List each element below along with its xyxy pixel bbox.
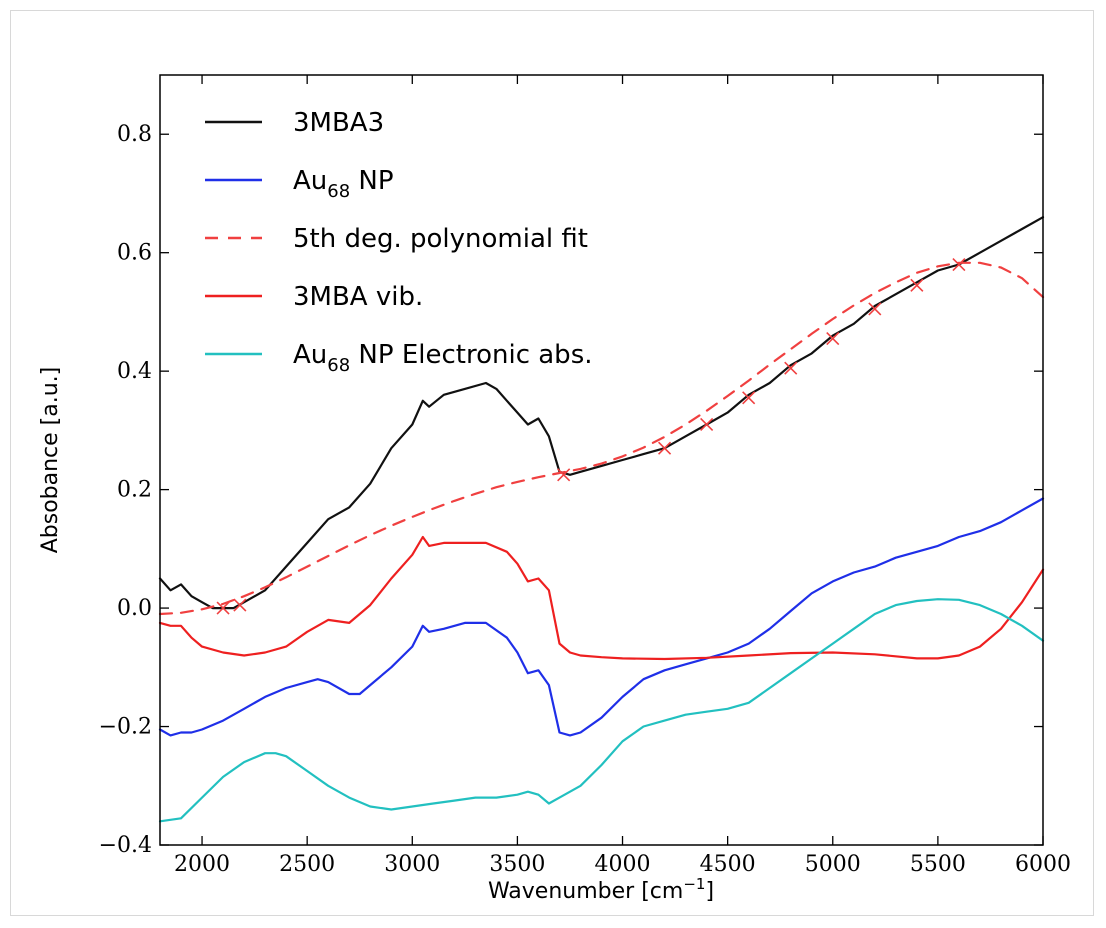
fit-point-marker [742, 391, 756, 405]
legend-label-main: 5th deg. polynomial fit [293, 224, 588, 254]
legend-label-main: Au [293, 166, 327, 196]
x-tick-label: 5500 [910, 852, 966, 877]
x-tick-label: 4500 [700, 852, 756, 877]
fit-point-marker [952, 257, 966, 272]
fit-point-marker [784, 361, 798, 375]
chart-frame [10, 10, 1094, 916]
series-line-au68-np-electronic-abs- [158, 598, 1045, 823]
series-line-5th-deg-polynomial-fit [158, 261, 1045, 616]
fit-point-marker [910, 278, 924, 292]
legend-label: Au68 NP Electronic abs. [293, 340, 593, 376]
legend-item: Au68 NP [205, 166, 394, 202]
legend-label-main: 3MBA3 [293, 108, 384, 138]
series-layer [158, 216, 1045, 823]
legend-label: 3MBA3 [293, 108, 384, 138]
x-tick-label: 2000 [174, 852, 230, 877]
y-tick-label: −0.2 [99, 715, 152, 740]
legend-label-subscript: 68 [327, 181, 350, 202]
legend-label-main: 3MBA vib. [293, 282, 423, 312]
legend-label-subscript: 68 [327, 355, 350, 376]
legend-label-suffix: NP Electronic abs. [350, 340, 592, 370]
legend-item: 3MBA3 [205, 108, 384, 138]
legend-label-main: Au [293, 340, 327, 370]
legend-label: 3MBA vib. [293, 282, 423, 312]
y-tick-label: 0.0 [117, 596, 152, 621]
fit-point-marker [557, 468, 571, 482]
y-axis-label: Absobance [a.u.] [38, 367, 63, 554]
legend-label: 5th deg. polynomial fit [293, 224, 588, 254]
fit-point-marker [826, 332, 840, 346]
y-tick-label: 0.4 [117, 359, 152, 384]
x-tick-label: 2500 [279, 852, 335, 877]
x-axis-label: Wavenumber [cm−1] [488, 875, 714, 904]
fit-point-marker [700, 417, 714, 432]
x-axis-label-text: Wavenumber [cm [488, 879, 683, 904]
x-tick-label: 3000 [384, 852, 440, 877]
legend-item: 3MBA vib. [205, 282, 423, 312]
x-axis-label-suffix: ] [705, 879, 714, 904]
y-tick-label: 0.6 [117, 241, 152, 266]
plot-area-frame [159, 74, 1044, 846]
fit-point-marker [658, 441, 672, 455]
legend-item: Au68 NP Electronic abs. [205, 340, 593, 376]
x-tick-label: 3500 [489, 852, 545, 877]
y-tick-label: 0.2 [117, 478, 152, 503]
ticks-layer: 2000 2500 3000 3500 4000 4500 5000 5500 6000 −0.4… [99, 75, 1071, 877]
fit-point-marker [868, 302, 882, 316]
x-tick-label: 4000 [595, 852, 651, 877]
fit-point-marker [233, 598, 247, 612]
series-line-3mba3 [158, 216, 1045, 610]
y-tick-label: 0.8 [117, 122, 152, 147]
x-axis-label-superscript: −1 [683, 875, 705, 893]
legend-label-suffix: NP [350, 166, 393, 196]
y-tick-label: −0.4 [99, 833, 152, 858]
series-line-au68-np [158, 497, 1045, 737]
x-tick-label: 6000 [1015, 852, 1071, 877]
x-tick-label: 5000 [805, 852, 861, 877]
legend-item: 5th deg. polynomial fit [205, 224, 588, 254]
fit-point-marker [216, 601, 230, 615]
series-line-3mba-vib- [158, 535, 1045, 661]
legend-label: Au68 NP [293, 166, 394, 202]
